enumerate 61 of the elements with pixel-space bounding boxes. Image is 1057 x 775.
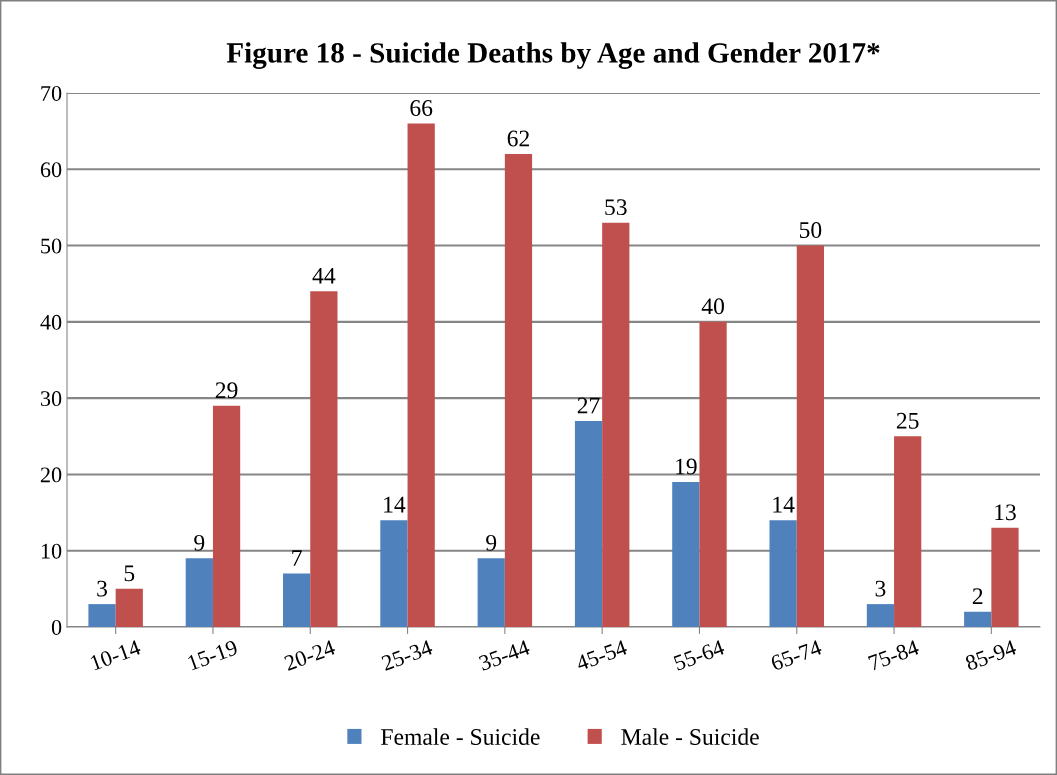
x-tick-label: 35-44 bbox=[478, 639, 531, 671]
bar bbox=[477, 558, 505, 627]
bar bbox=[602, 222, 630, 627]
y-tick-label: 50 bbox=[41, 238, 62, 254]
y-tick-label: 10 bbox=[41, 543, 62, 559]
data-label: 14 bbox=[773, 496, 795, 513]
data-label: 5 bbox=[124, 565, 135, 582]
x-tick-label: 20-24 bbox=[283, 639, 337, 671]
y-tick-label: 60 bbox=[40, 162, 62, 178]
bar bbox=[88, 604, 116, 627]
y-tick-label: 0 bbox=[51, 619, 62, 635]
legend-label: Female - Suicide bbox=[381, 728, 540, 745]
bar bbox=[699, 321, 727, 627]
y-tick-label: 20 bbox=[40, 467, 62, 483]
x-tick-label: 25-34 bbox=[380, 639, 434, 671]
data-label: 27 bbox=[577, 397, 600, 414]
bar bbox=[866, 604, 895, 627]
data-label: 62 bbox=[507, 130, 529, 147]
data-label: 7 bbox=[292, 550, 302, 566]
x-tick-label: 75-84 bbox=[867, 639, 920, 671]
data-label: 3 bbox=[875, 580, 886, 597]
data-label: 2 bbox=[972, 588, 983, 604]
data-label: 14 bbox=[384, 496, 406, 513]
data-label: 9 bbox=[194, 534, 205, 551]
bar bbox=[115, 588, 143, 627]
data-label: 40 bbox=[701, 298, 724, 315]
y-tick-label: 70 bbox=[41, 85, 62, 101]
bar bbox=[283, 573, 311, 627]
data-label: 9 bbox=[486, 534, 497, 551]
legend-label: Male - Suicide bbox=[621, 728, 759, 745]
data-label: 53 bbox=[605, 199, 627, 216]
chart-title: Figure 18 - Suicide Deaths by Age and Gender 2017* bbox=[226, 42, 880, 69]
data-label: 29 bbox=[215, 382, 238, 399]
data-label: 19 bbox=[676, 458, 697, 475]
data-label: 13 bbox=[995, 504, 1016, 521]
x-tick-label: 10-14 bbox=[89, 639, 142, 671]
bar bbox=[796, 245, 824, 627]
x-tick-label: 55-64 bbox=[673, 639, 726, 671]
data-label: 66 bbox=[410, 100, 433, 116]
bar bbox=[380, 520, 408, 627]
x-tick-label: 45-54 bbox=[575, 639, 629, 672]
bar bbox=[769, 520, 797, 627]
x-tick-label: 15-19 bbox=[187, 639, 239, 671]
bar bbox=[672, 482, 700, 627]
bar bbox=[894, 436, 922, 627]
data-label: 3 bbox=[97, 580, 108, 597]
bar bbox=[964, 611, 992, 627]
x-tick-label: 65-74 bbox=[770, 639, 823, 671]
x-tick-label: 85-94 bbox=[964, 639, 1018, 671]
data-label: 25 bbox=[896, 412, 919, 429]
bar bbox=[310, 291, 338, 627]
data-label: 50 bbox=[799, 222, 822, 238]
bar bbox=[212, 405, 241, 627]
y-tick-label: 30 bbox=[40, 391, 62, 407]
data-label: 44 bbox=[312, 267, 336, 284]
bar bbox=[185, 558, 213, 627]
bar bbox=[991, 527, 1019, 627]
bar bbox=[504, 154, 533, 627]
y-tick-label: 40 bbox=[40, 314, 62, 330]
bar bbox=[574, 421, 603, 627]
bar bbox=[407, 123, 435, 627]
